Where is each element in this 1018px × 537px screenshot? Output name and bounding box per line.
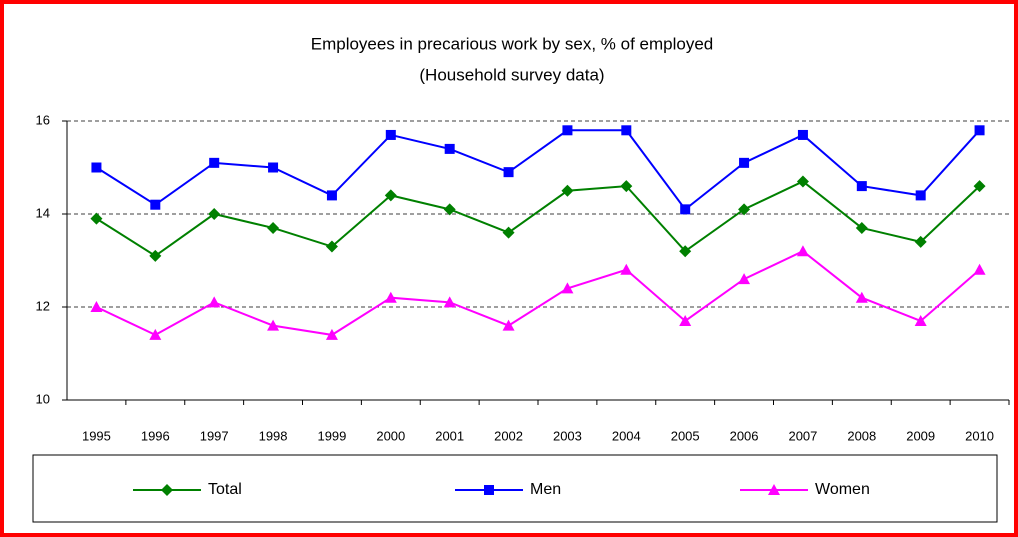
marker (679, 314, 692, 326)
x-tick-label: 1998 (259, 428, 288, 443)
y-tick-label: 10 (36, 391, 50, 406)
marker (973, 180, 986, 193)
marker (444, 143, 455, 154)
marker (680, 204, 691, 215)
marker (268, 162, 279, 173)
series-line (95, 129, 981, 211)
x-tick-label: 2006 (730, 428, 759, 443)
legend-box (32, 454, 998, 523)
marker (208, 208, 221, 220)
y-tick-label: 16 (36, 112, 50, 127)
marker (325, 240, 338, 253)
marker (739, 157, 750, 168)
marker (561, 184, 574, 197)
marker (738, 203, 751, 216)
marker (974, 125, 985, 136)
marker (503, 167, 514, 178)
marker (502, 226, 515, 239)
y-tick-label: 12 (36, 298, 50, 313)
marker (620, 263, 633, 275)
marker (267, 319, 280, 331)
marker (326, 190, 337, 201)
marker (90, 212, 103, 225)
marker (385, 129, 396, 140)
legend-label: Women (815, 481, 870, 498)
x-tick-label: 2010 (965, 428, 994, 443)
marker (161, 484, 173, 496)
marker (384, 291, 397, 303)
x-tick-label: 2001 (435, 428, 464, 443)
y-tick-label: 14 (36, 205, 50, 220)
marker (973, 263, 986, 275)
x-tick-label: 1997 (200, 428, 229, 443)
marker (384, 189, 397, 202)
marker (621, 125, 632, 136)
x-tick-label: 1996 (141, 428, 170, 443)
marker (768, 484, 780, 495)
marker (915, 190, 926, 201)
x-tick-label: 2004 (612, 428, 641, 443)
marker (796, 175, 809, 188)
x-tick-label: 2002 (494, 428, 523, 443)
marker (796, 245, 809, 257)
marker (914, 314, 927, 326)
marker (797, 129, 808, 140)
x-tick-label: 2005 (671, 428, 700, 443)
x-tick-label: 2003 (553, 428, 582, 443)
marker (855, 291, 868, 303)
marker (325, 328, 338, 340)
marker (209, 157, 220, 168)
chart-title: Employees in precarious work by sex, % o… (311, 34, 714, 53)
marker (484, 485, 494, 495)
x-tick-label: 1999 (317, 428, 346, 443)
x-tick-label: 1995 (82, 428, 111, 443)
marker (91, 162, 102, 173)
marker (855, 221, 868, 234)
marker (856, 181, 867, 192)
marker (561, 282, 574, 294)
legend-label: Men (530, 481, 561, 498)
marker (208, 296, 221, 308)
marker (620, 180, 633, 193)
marker (562, 125, 573, 136)
marker (150, 199, 161, 210)
marker (738, 273, 751, 285)
marker (149, 249, 162, 262)
marker (914, 235, 927, 248)
marker (90, 301, 103, 312)
x-tick-label: 2007 (788, 428, 817, 443)
marker (149, 328, 162, 340)
series-line (96, 250, 981, 337)
x-tick-label: 2009 (906, 428, 935, 443)
x-tick-label: 2008 (847, 428, 876, 443)
marker (679, 245, 692, 258)
chart-subtitle: (Household survey data) (419, 65, 604, 84)
x-tick-label: 2000 (376, 428, 405, 443)
series-line (95, 180, 981, 258)
legend-label: Total (208, 481, 242, 498)
marker (502, 319, 515, 331)
marker (443, 296, 456, 308)
marker (443, 203, 456, 216)
marker (267, 221, 280, 234)
